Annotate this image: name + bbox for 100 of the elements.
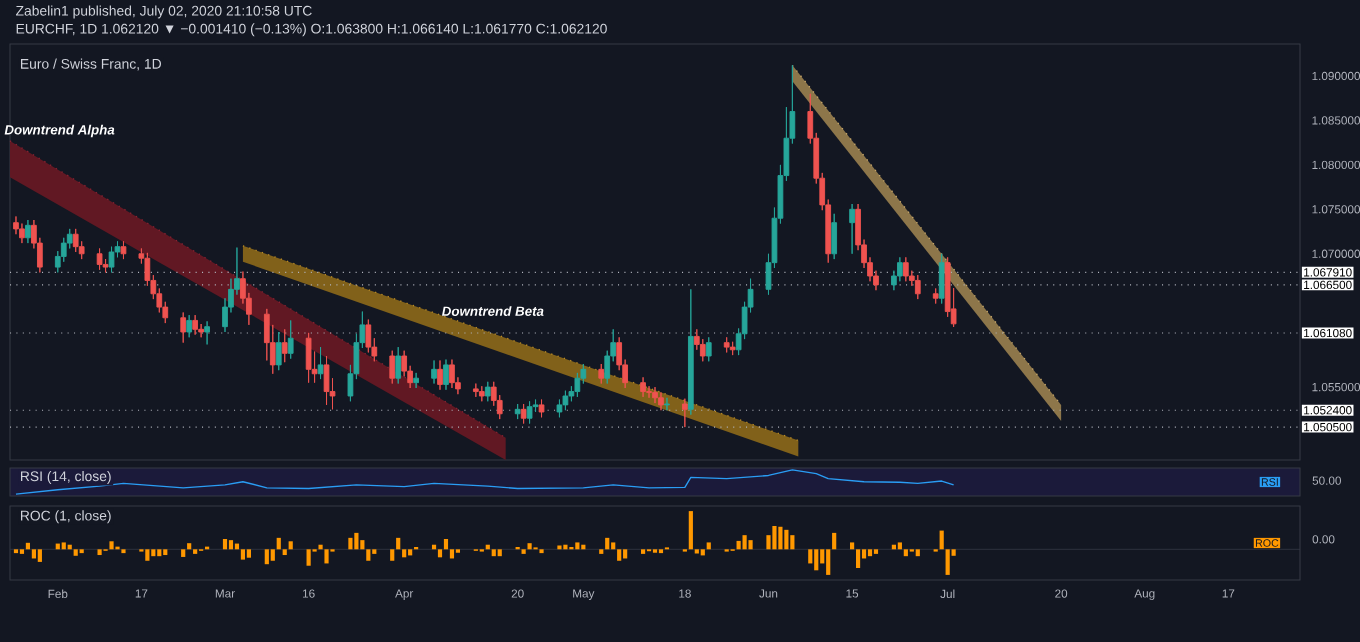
bar [605,537,610,550]
bar [772,526,777,550]
candlestick [538,399,545,418]
bar [181,549,186,557]
candlestick [705,336,712,362]
candlestick [413,372,419,389]
candlestick [108,246,115,273]
bar [617,549,622,561]
candlestick [520,403,527,425]
candlestick [192,314,198,336]
bar [826,549,831,575]
bar [443,538,449,550]
bar [306,549,311,566]
candlestick [287,319,294,360]
candlestick [443,359,449,391]
candlestick [204,320,210,345]
candlestick [658,391,664,411]
candlestick [19,223,25,244]
candlestick [562,390,569,411]
candlestick [389,350,396,385]
candlestick [914,274,921,300]
bar [497,549,502,557]
bar [163,549,168,556]
bar [402,549,407,558]
candlestick [687,288,694,416]
candlestick [281,328,288,363]
candlestick [574,372,581,398]
bar [437,549,443,558]
bar [688,511,693,550]
candlestick [640,376,646,398]
bar [366,549,371,561]
candlestick [72,228,79,253]
candlestick [437,359,443,391]
bar [109,541,114,550]
candlestick [275,331,282,371]
bar [408,549,413,556]
candlestick [365,319,372,353]
bar [611,542,616,550]
bar [939,530,944,550]
bar [808,549,813,564]
candlestick [682,398,688,428]
candlestick [938,253,945,305]
bar [491,549,496,557]
candlestick [849,203,855,255]
candlestick [526,400,533,425]
candlestick [323,355,330,406]
candlestick [472,383,479,398]
bar [270,549,275,561]
bar [814,549,819,571]
bar [61,542,66,550]
bar [348,537,353,550]
candlestick [180,311,187,344]
bar [324,549,329,564]
bar [527,543,532,550]
bar [157,549,162,557]
candlestick [13,215,19,235]
bar [228,540,234,550]
candlestick [484,381,491,402]
bar [832,532,837,550]
bar [850,542,855,550]
candlestick [449,359,455,389]
candlestick [96,247,103,271]
bar [288,541,293,550]
bar [390,549,395,561]
bar [897,542,902,550]
bar [240,549,246,560]
candlestick [198,323,204,338]
bar [73,549,78,556]
bar [246,549,251,558]
bar [264,549,269,565]
candlestick [831,213,838,260]
bar [700,549,705,556]
candlestick [25,219,31,244]
bar [748,540,753,550]
bar [867,549,873,557]
candlestick [897,256,903,282]
candlestick [305,332,312,384]
bar [97,549,102,556]
bar [903,549,908,557]
bar [354,532,359,550]
bar [282,549,287,556]
bar [396,537,401,550]
candlestick [514,403,521,420]
candlestick [478,385,485,402]
bar [742,535,747,550]
candlestick [120,240,127,260]
candlestick [664,397,670,411]
bar [784,529,789,550]
candlestick [556,399,563,418]
bar [37,549,42,562]
candlestick [902,256,909,282]
candlestick [932,287,939,305]
candlestick [723,336,730,353]
candlestick [646,385,652,399]
bar [145,549,150,561]
bar [575,542,580,550]
bar [706,542,711,550]
candlestick [186,314,193,338]
candlestick [395,346,402,385]
candlestick [598,363,605,385]
